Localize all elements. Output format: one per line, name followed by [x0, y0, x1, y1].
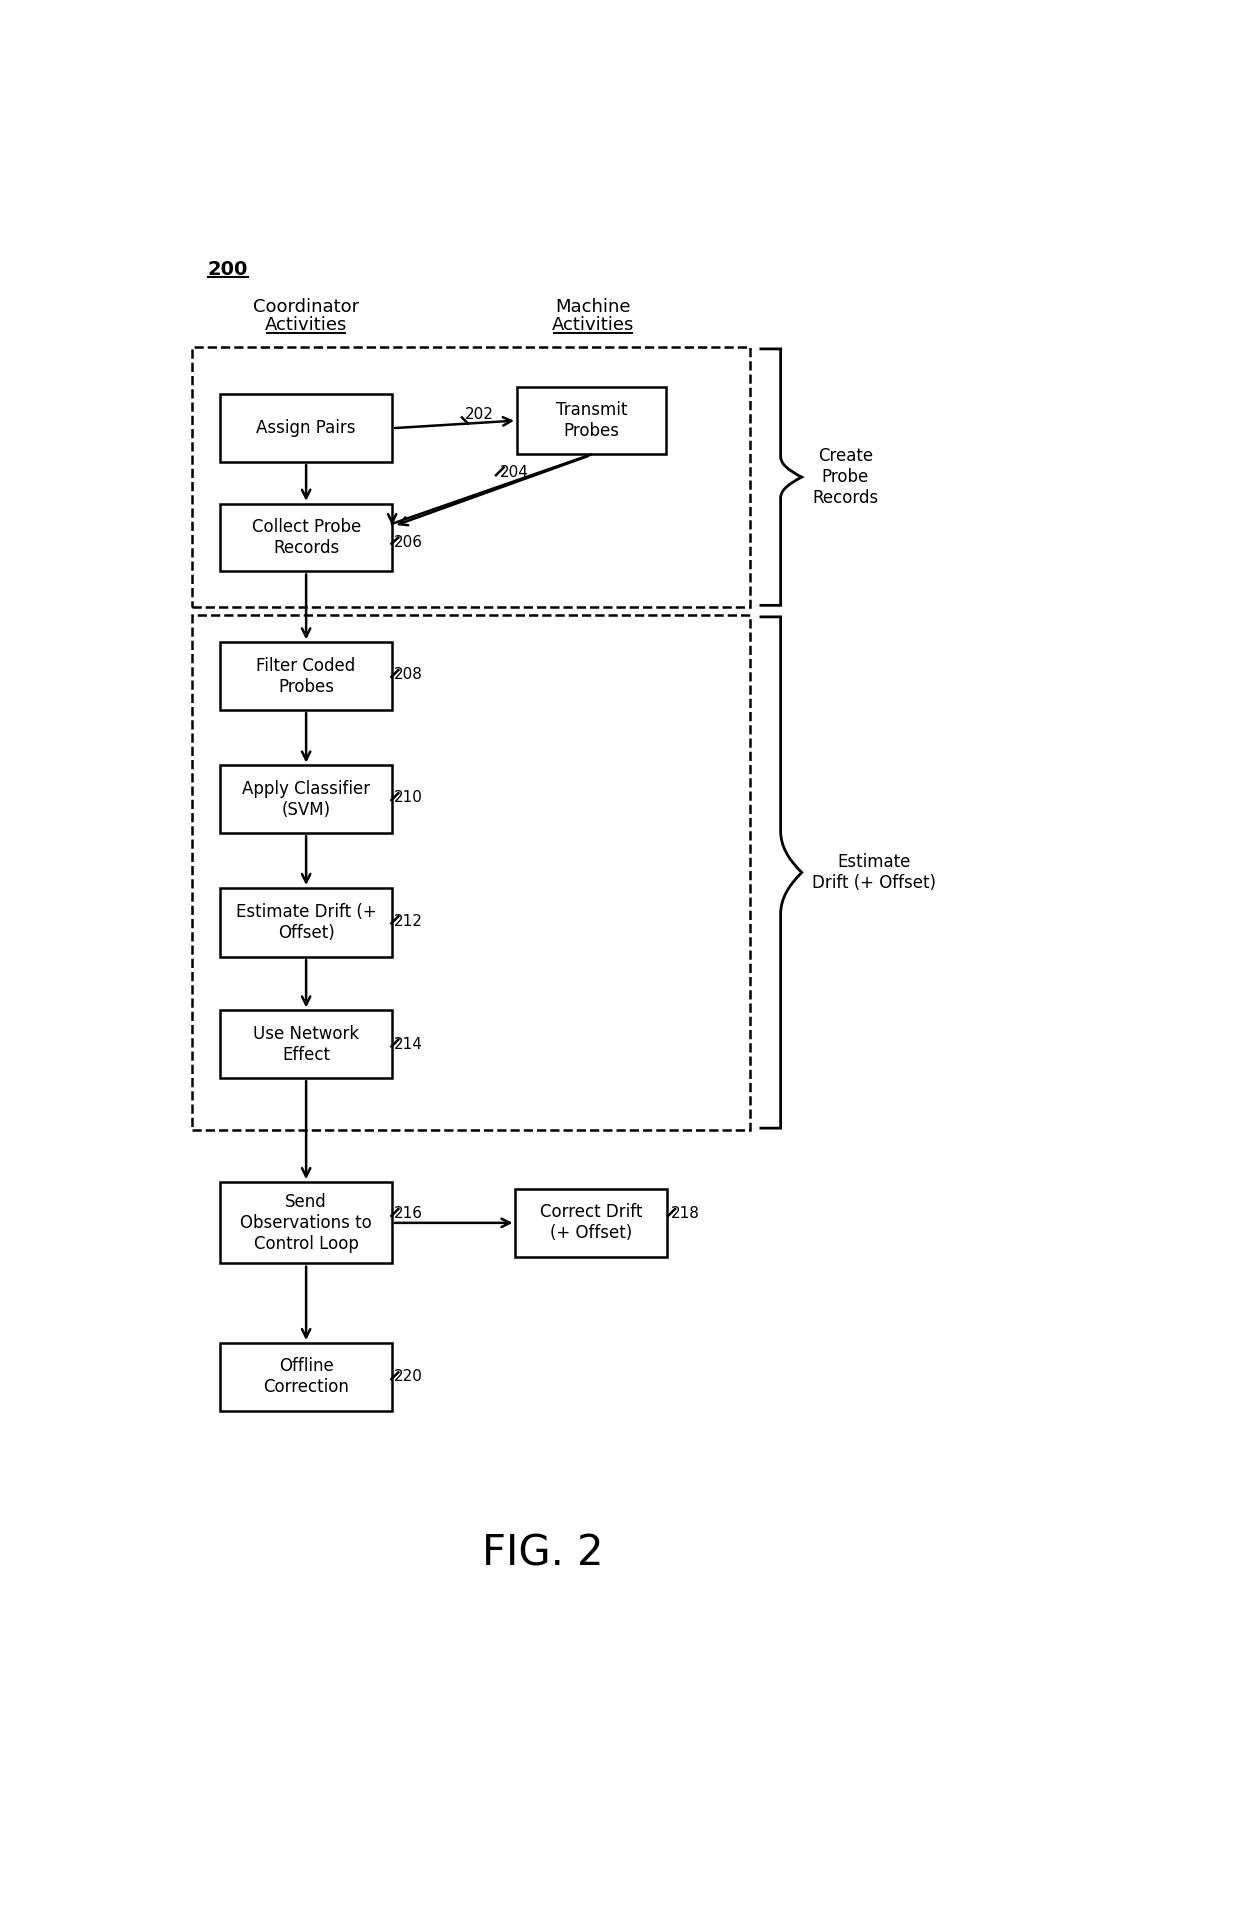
Text: 208: 208: [394, 668, 423, 683]
Bar: [192, 614, 750, 1131]
Text: 212: 212: [394, 914, 423, 928]
Bar: [517, 386, 666, 455]
Bar: [221, 394, 392, 463]
Text: 202: 202: [465, 407, 494, 423]
Text: 220: 220: [394, 1370, 423, 1385]
Bar: [221, 888, 392, 956]
Text: 204: 204: [500, 465, 528, 480]
Text: 218: 218: [671, 1205, 699, 1220]
Bar: [221, 1343, 392, 1410]
Bar: [221, 765, 392, 834]
Text: Activities: Activities: [552, 316, 634, 335]
Bar: [221, 503, 392, 572]
Text: Transmit
Probes: Transmit Probes: [556, 402, 627, 440]
Text: Estimate Drift (+
Offset): Estimate Drift (+ Offset): [236, 903, 377, 941]
Text: 216: 216: [394, 1205, 423, 1220]
Bar: [221, 1010, 392, 1079]
Text: Send
Observations to
Control Loop: Send Observations to Control Loop: [241, 1194, 372, 1253]
Text: 206: 206: [394, 534, 423, 549]
Bar: [221, 1182, 392, 1263]
Text: Offline
Correction: Offline Correction: [263, 1358, 350, 1396]
Text: 214: 214: [394, 1037, 423, 1052]
Text: Create
Probe
Records: Create Probe Records: [812, 448, 878, 507]
Text: Use Network
Effect: Use Network Effect: [253, 1025, 360, 1064]
Text: Estimate
Drift (+ Offset): Estimate Drift (+ Offset): [812, 853, 936, 891]
Text: Assign Pairs: Assign Pairs: [257, 419, 356, 438]
Text: Correct Drift
(+ Offset): Correct Drift (+ Offset): [541, 1203, 642, 1242]
Text: 200: 200: [207, 260, 248, 279]
Text: Coordinator: Coordinator: [253, 298, 360, 316]
Text: Collect Probe
Records: Collect Probe Records: [252, 518, 361, 557]
Bar: [516, 1190, 667, 1257]
Bar: [221, 643, 392, 710]
Text: Activities: Activities: [265, 316, 347, 335]
Text: Filter Coded
Probes: Filter Coded Probes: [257, 656, 356, 696]
Text: 210: 210: [394, 790, 423, 805]
Text: Apply Classifier
(SVM): Apply Classifier (SVM): [242, 781, 371, 819]
Bar: [192, 346, 750, 606]
Text: Machine: Machine: [556, 298, 631, 316]
Text: FIG. 2: FIG. 2: [482, 1532, 603, 1574]
